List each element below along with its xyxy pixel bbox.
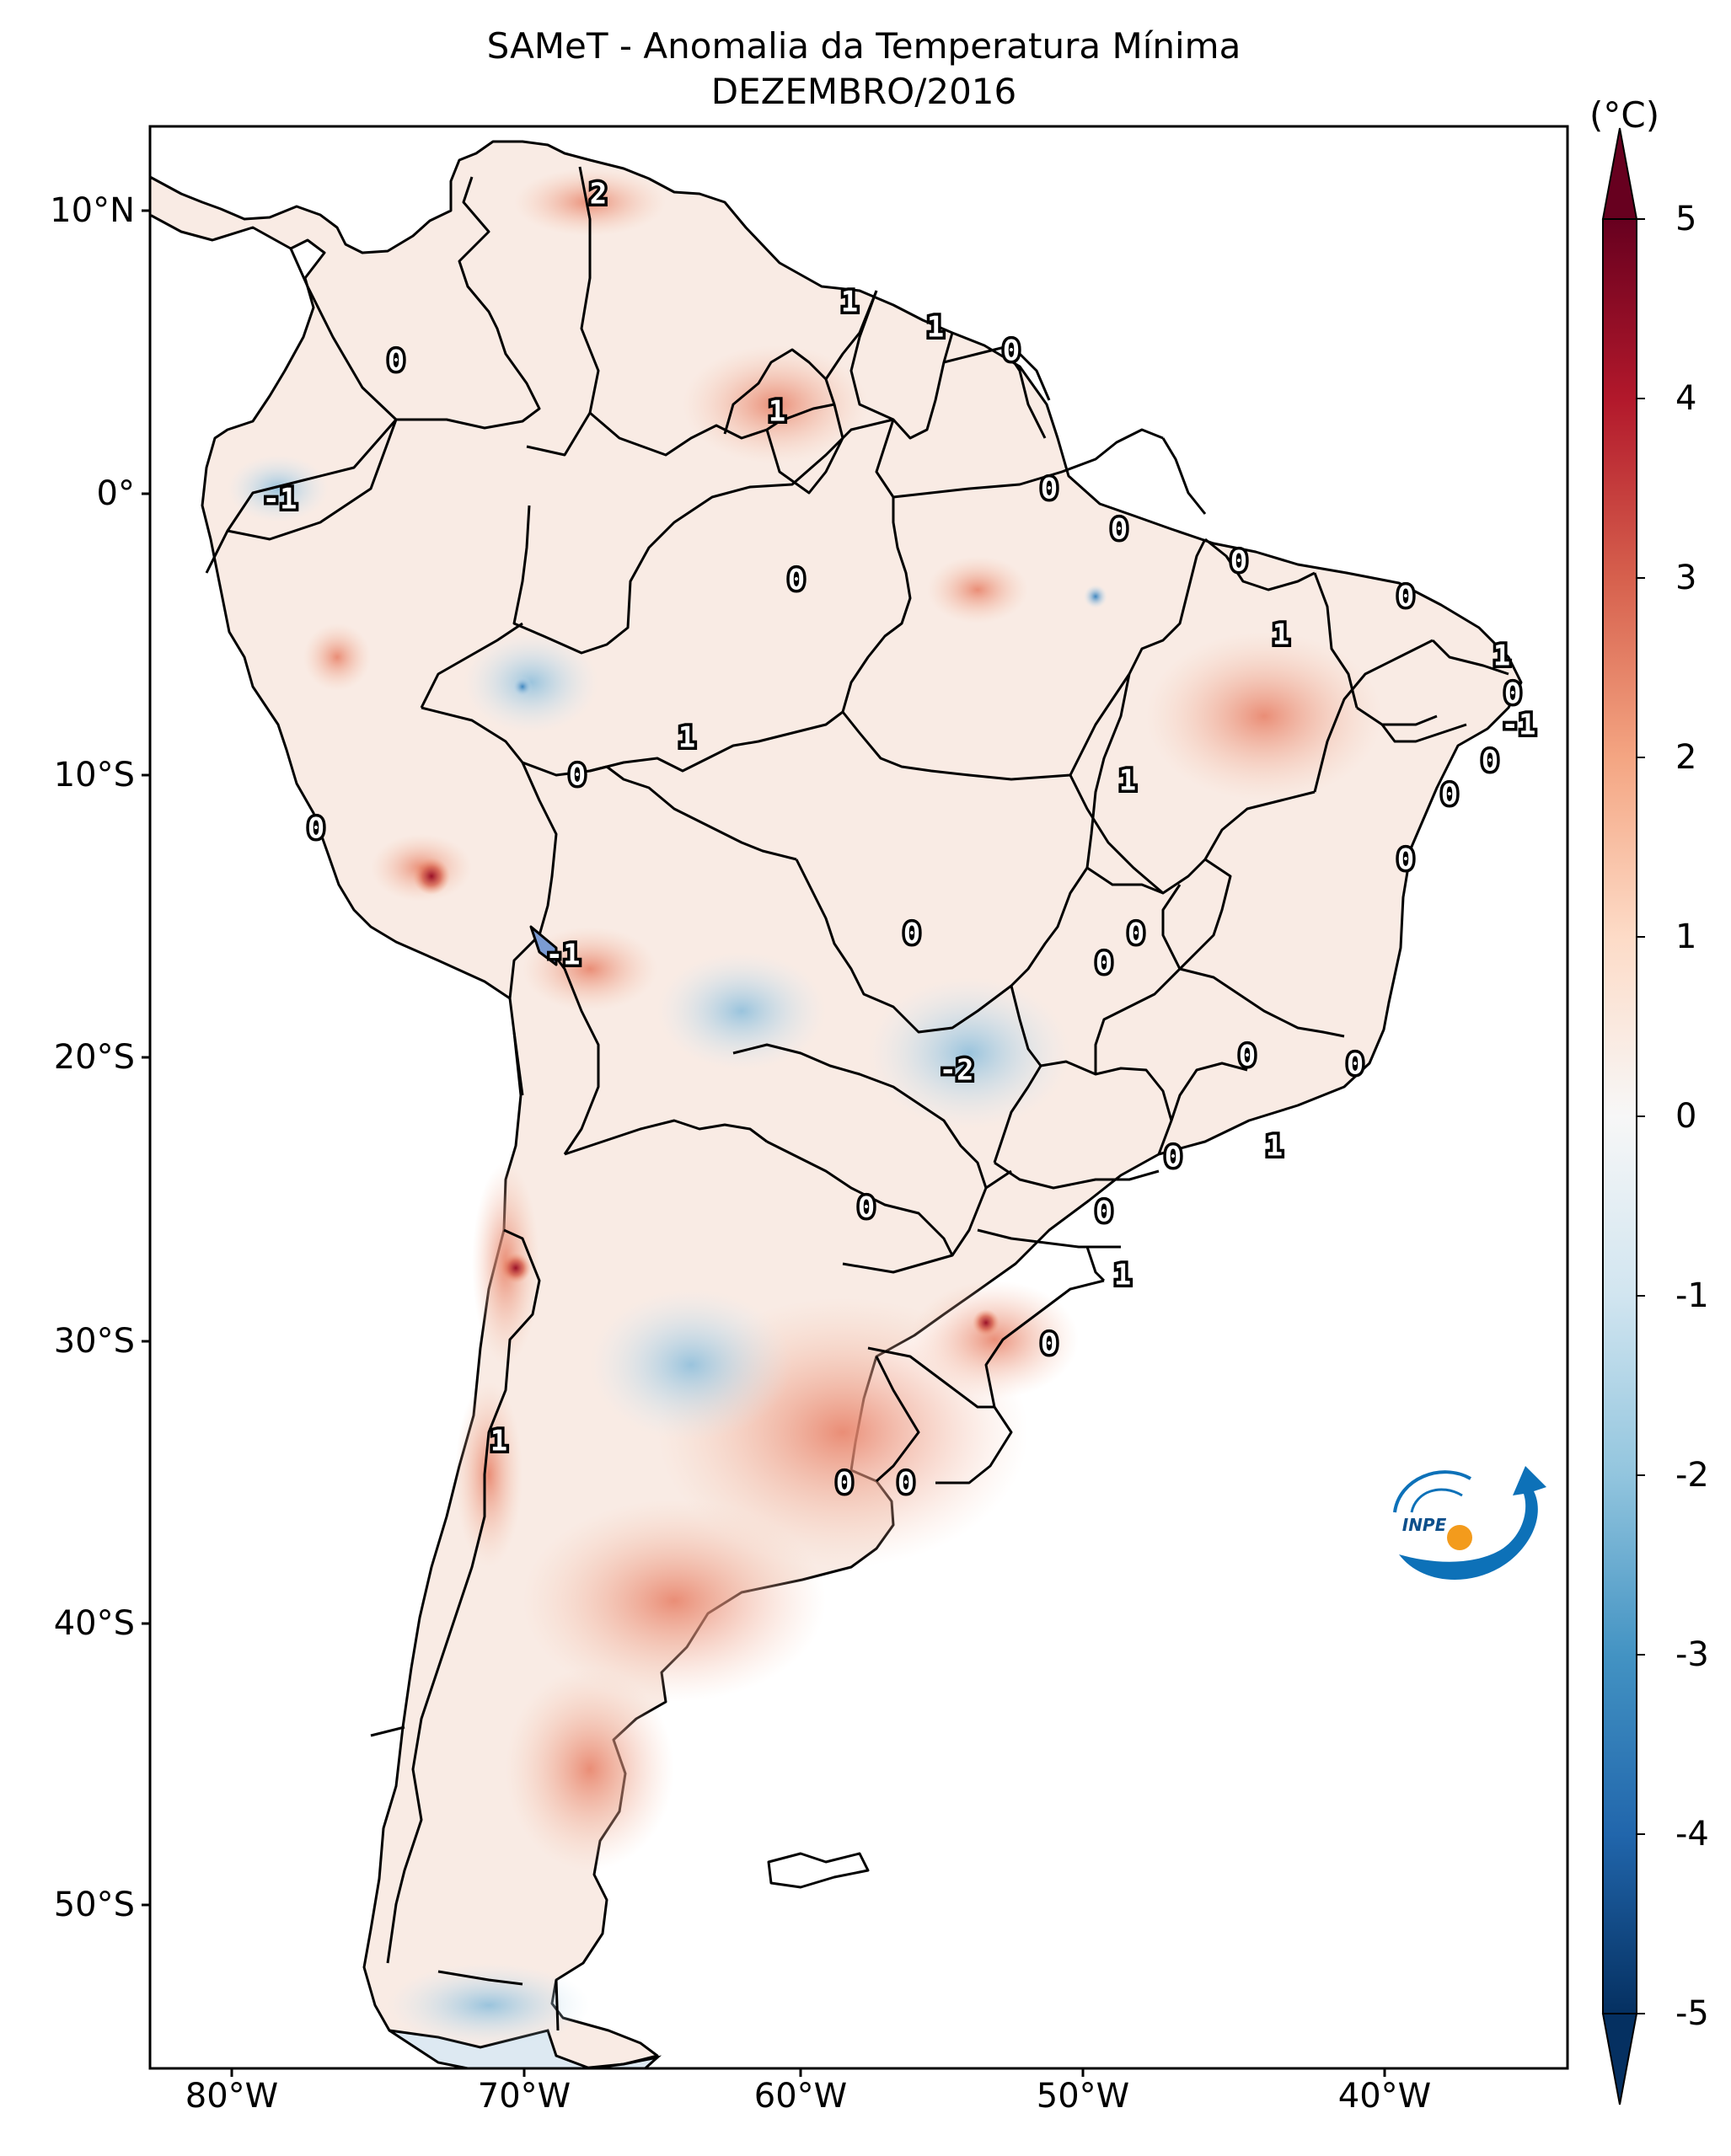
contour-label: -1 xyxy=(1502,709,1536,742)
contour-label: 1 xyxy=(841,286,858,319)
contour-label: 0 xyxy=(1230,545,1247,579)
contour-label: 0 xyxy=(388,345,405,378)
contour-label: -1 xyxy=(263,483,297,516)
colorbar-tick-label: 1 xyxy=(1675,918,1697,956)
contour-label: 0 xyxy=(1041,473,1058,506)
contour-label: 1 xyxy=(678,721,695,755)
lat-label-10n: 10°N xyxy=(50,191,135,230)
political-borders xyxy=(205,166,1509,2031)
colorbar xyxy=(1601,127,1645,2105)
contour-label: 1 xyxy=(1493,639,1510,673)
contour-label: 0 xyxy=(1096,947,1112,981)
contour-label: 0 xyxy=(1347,1048,1364,1082)
contour-label: 1 xyxy=(927,311,944,345)
lon-label-80w: 80°W xyxy=(185,2077,279,2116)
contour-label: 0 xyxy=(1096,1196,1112,1229)
svg-text:INPE: INPE xyxy=(1402,1515,1447,1535)
contour-label: -1 xyxy=(546,939,581,972)
axis-ticks xyxy=(142,209,1386,2077)
contour-label: 1 xyxy=(1266,1130,1283,1164)
contour-label: 1 xyxy=(490,1425,507,1458)
lon-label-70w: 70°W xyxy=(477,2077,571,2116)
map-title: SAMeT - Anomalia da Temperatura Mínima xyxy=(486,25,1241,67)
contour-label: 0 xyxy=(1239,1040,1256,1073)
contour-label: 0 xyxy=(1128,918,1144,951)
inpe-logo: INPE xyxy=(1393,1466,1546,1580)
contour-label: 0 xyxy=(1504,677,1521,711)
colorbar-tick-label: -5 xyxy=(1675,1994,1709,2033)
contour-label: 0 xyxy=(1003,334,1020,368)
contour-label: 0 xyxy=(308,812,324,846)
contour-label: 0 xyxy=(1441,778,1458,812)
colorbar-tick-label: -3 xyxy=(1675,1635,1709,1674)
map-subtitle: DEZEMBRO/2016 xyxy=(710,71,1017,112)
contour-label: 0 xyxy=(1397,843,1414,877)
colorbar-unit: (°C) xyxy=(1589,94,1660,136)
colorbar-tick-label: 5 xyxy=(1675,200,1697,238)
lon-label-60w: 60°W xyxy=(753,2077,848,2116)
lat-label-20s: 20°S xyxy=(53,1038,135,1077)
contour-label: 0 xyxy=(569,759,586,793)
contour-label: 0 xyxy=(1482,745,1498,778)
contour-label: 0 xyxy=(1111,513,1128,547)
lat-label-0: 0° xyxy=(96,474,135,513)
contour-label: 0 xyxy=(898,1467,914,1501)
lat-label-10s: 10°S xyxy=(53,756,135,794)
contour-label: 0 xyxy=(788,564,805,597)
map-frame xyxy=(148,125,1569,2070)
contour-label: -2 xyxy=(940,1054,974,1088)
contour-label: 1 xyxy=(1114,1259,1131,1292)
contour-label: 0 xyxy=(1165,1141,1182,1174)
contour-label: 1 xyxy=(1273,618,1289,652)
colorbar-tick-label: -2 xyxy=(1675,1456,1709,1495)
colorbar-tick-label: 4 xyxy=(1675,379,1697,418)
lat-label-30s: 30°S xyxy=(53,1322,135,1361)
contour-label: 0 xyxy=(903,918,920,951)
contour-label: 2 xyxy=(590,178,607,211)
colorbar-tick-label: -1 xyxy=(1675,1276,1709,1315)
colorbar-tick-label: 0 xyxy=(1675,1097,1697,1136)
contour-label: 1 xyxy=(769,395,785,429)
contour-label: 1 xyxy=(1119,764,1136,798)
lat-label-50s: 50°S xyxy=(53,1886,135,1924)
contour-label: 0 xyxy=(1397,580,1414,614)
contour-label: 0 xyxy=(1041,1328,1058,1362)
colorbar-tick-label: 3 xyxy=(1675,559,1697,597)
colorbar-tick-label: -4 xyxy=(1675,1815,1709,1854)
colorbar-tick-label: 2 xyxy=(1675,738,1697,777)
lon-label-40w: 40°W xyxy=(1337,2077,1432,2116)
lon-label-50w: 50°W xyxy=(1036,2077,1130,2116)
anomaly-field xyxy=(228,169,1382,2047)
contour-label: 0 xyxy=(858,1191,875,1225)
lat-label-40s: 40°S xyxy=(53,1604,135,1643)
contour-label: 0 xyxy=(836,1467,853,1501)
